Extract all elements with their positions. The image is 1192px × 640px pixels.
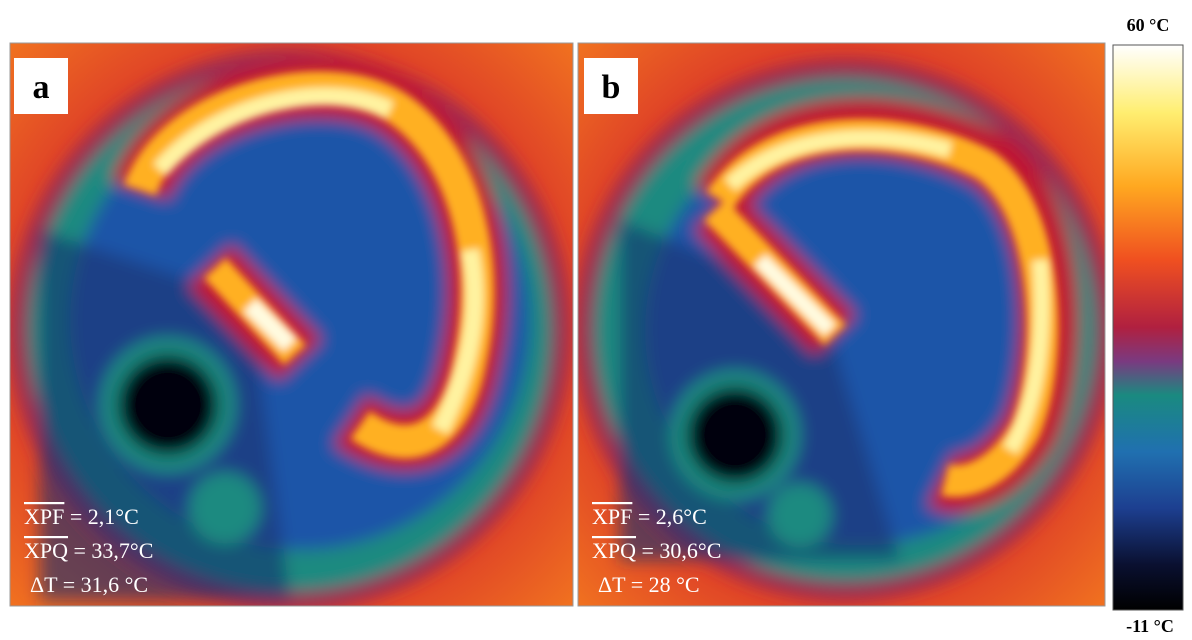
stat-name: ΔT — [598, 572, 626, 597]
colorbar-max: 60 °C — [1127, 15, 1170, 35]
stat-value: = 30,6°C — [642, 538, 722, 563]
stat-value: = 28 °C — [631, 572, 700, 597]
stat-line: XPQ = 30,6°C — [592, 538, 721, 563]
stat-name: XPQ — [24, 538, 68, 563]
stat-line: XPF = 2,6°C — [592, 504, 707, 529]
stat-line: XPQ = 33,7°C — [24, 538, 153, 563]
stat-line: ΔT = 28 °C — [598, 572, 700, 597]
label-box — [14, 58, 68, 114]
thermal-image-a — [10, 43, 573, 606]
panel-label: b — [602, 69, 621, 106]
stat-line: ΔT = 31,6 °C — [30, 572, 148, 597]
colorbar-min: -11 °C — [1126, 616, 1174, 636]
stat-name: XPF — [24, 504, 64, 529]
stat-value: = 33,7°C — [74, 538, 154, 563]
label-box — [584, 58, 638, 114]
stat-value: = 2,1°C — [70, 504, 139, 529]
stat-value: = 2,6°C — [638, 504, 707, 529]
colorbar — [1112, 44, 1184, 611]
thermal-image-b — [578, 43, 1105, 606]
stat-name: XPF — [592, 504, 632, 529]
stat-name: ΔT — [30, 572, 58, 597]
panel-label: a — [33, 69, 50, 106]
stat-line: XPF = 2,1°C — [24, 504, 139, 529]
stat-value: = 31,6 °C — [63, 572, 148, 597]
stat-name: XPQ — [592, 538, 636, 563]
